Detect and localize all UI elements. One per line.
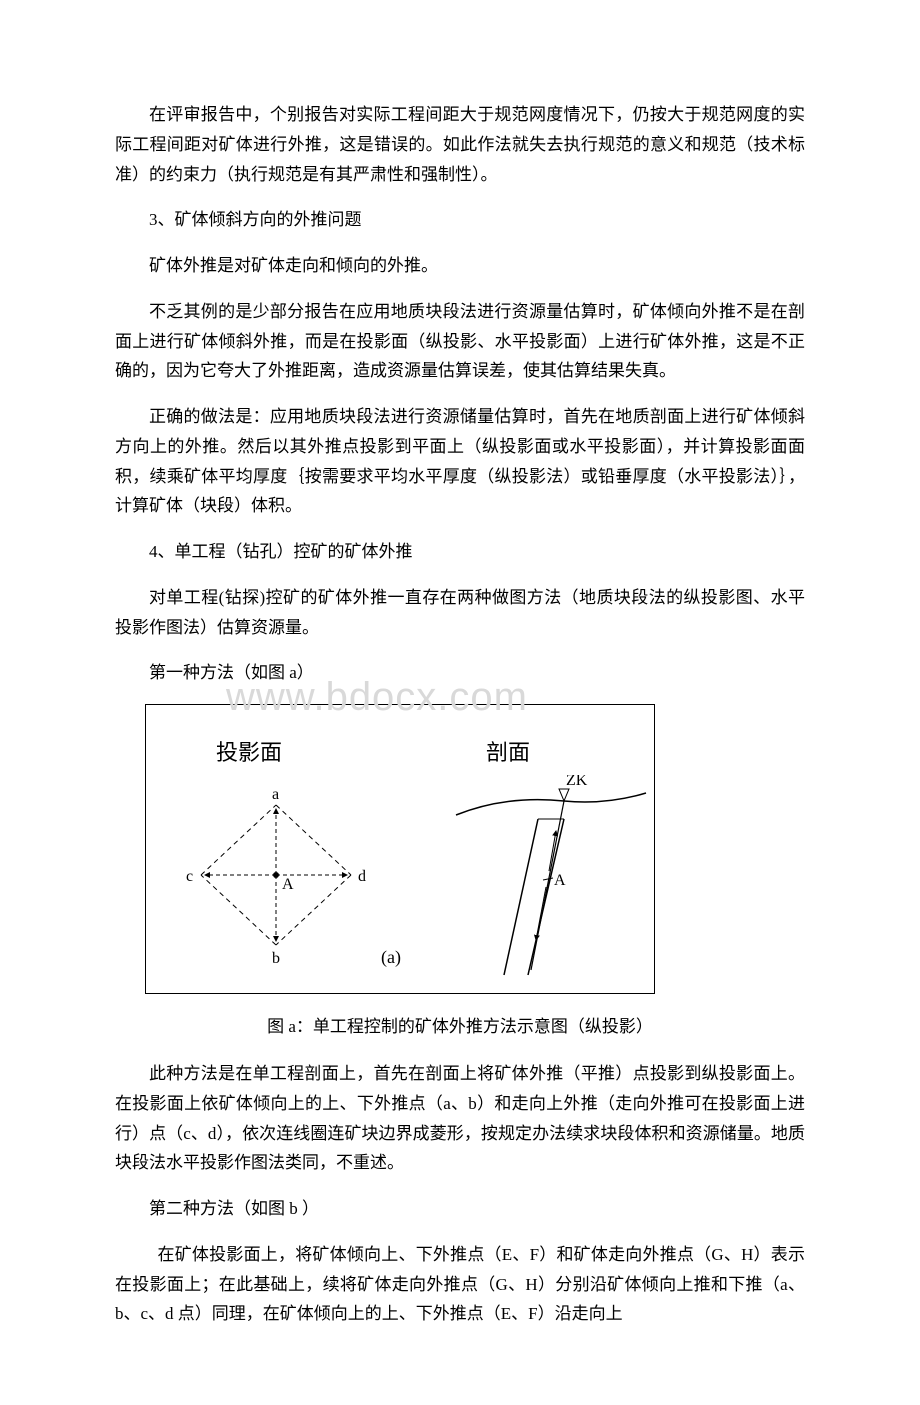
paragraph-7: 此种方法是在单工程剖面上，首先在剖面上将矿体外推（平推）点投影到纵投影面上。在投… [115, 1059, 805, 1178]
heading-4: 4、单工程（钻孔）控矿的矿体外推 [115, 537, 805, 567]
sub-label-a: (a) [381, 947, 401, 968]
node-a-label: a [272, 786, 279, 803]
zk-label: ZK [566, 775, 588, 789]
paragraph-6: 第一种方法（如图 a） [115, 658, 805, 688]
node-center-label: A [282, 876, 294, 893]
paragraph-2: 矿体外推是对矿体走向和倾向的外推。 [115, 251, 805, 281]
heading-3: 3、矿体倾斜方向的外推问题 [115, 205, 805, 235]
paragraph-4: 正确的做法是：应用地质块段法进行资源储量估算时，首先在地质剖面上进行矿体倾斜方向… [115, 402, 805, 521]
node-c-label: c [186, 868, 193, 885]
label-section: 剖面 [486, 735, 530, 767]
paragraph-5: 对单工程(钻探)控矿的矿体外推一直存在两种做图方法（地质块段法的纵投影图、水平投… [115, 583, 805, 643]
figure-a: www.bdocx.com 投影面 剖面 a b c d A (a) [145, 704, 655, 994]
diamond-diagram: a b c d A [186, 785, 386, 985]
section-diagram: ZK A [446, 775, 656, 985]
paragraph-3: 不乏其例的是少部分报告在应用地质块段法进行资源量估算时，矿体倾向外推不是在剖面上… [115, 297, 805, 386]
figure-caption: 图 a：单工程控制的矿体外推方法示意图（纵投影） [115, 1012, 805, 1037]
paragraph-1: 在评审报告中，个别报告对实际工程间距大于规范网度情况下，仍按大于规范网度的实际工… [115, 100, 805, 189]
section-a-label: A [554, 872, 566, 889]
paragraph-9: 在矿体投影面上，将矿体倾向上、下外推点（E、F）和矿体走向外推点（G、H）表示在… [115, 1240, 805, 1329]
node-b-label: b [272, 950, 280, 967]
paragraph-8: 第二种方法（如图 b ） [115, 1194, 805, 1224]
label-projection: 投影面 [216, 735, 282, 767]
node-d-label: d [358, 868, 366, 885]
